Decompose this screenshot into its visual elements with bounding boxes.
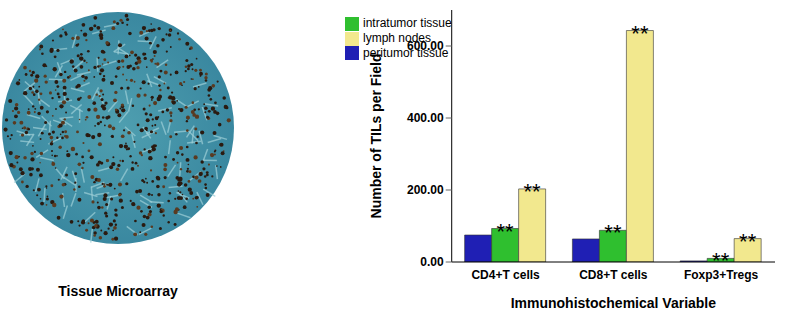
svg-text:**: ** xyxy=(497,219,515,244)
svg-text:CD4+T cells: CD4+T cells xyxy=(471,268,540,282)
svg-text:**: ** xyxy=(524,179,542,204)
svg-text:600.00: 600.00 xyxy=(407,39,444,53)
svg-text:**: ** xyxy=(631,21,649,46)
svg-text:Immunohistochemical Variable: Immunohistochemical Variable xyxy=(511,295,717,311)
svg-text:0.00: 0.00 xyxy=(420,255,444,269)
svg-text:**: ** xyxy=(712,248,730,273)
svg-text:**: ** xyxy=(604,220,622,245)
svg-text:400.00: 400.00 xyxy=(407,111,444,125)
svg-text:200.00: 200.00 xyxy=(407,183,444,197)
svg-text:**: ** xyxy=(739,229,757,254)
svg-text:CD8+T cells: CD8+T cells xyxy=(579,268,648,282)
svg-text:Number of TILs per Field: Number of TILs per Field xyxy=(368,54,384,219)
